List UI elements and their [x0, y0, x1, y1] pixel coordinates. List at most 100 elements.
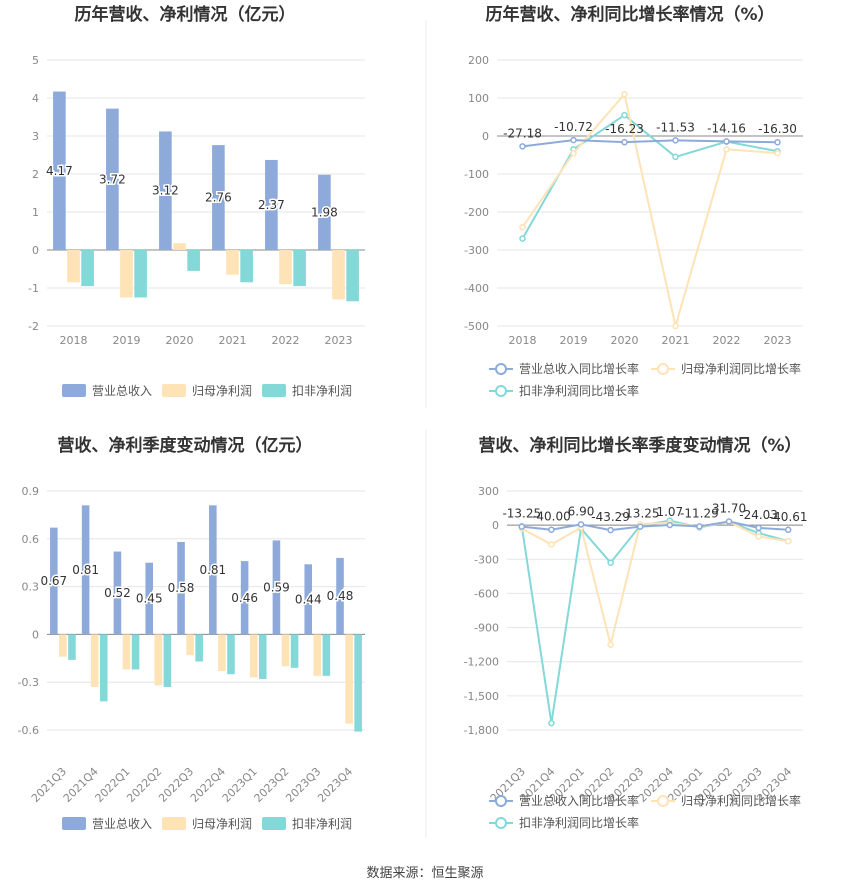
bar-nonrecurring-profit	[134, 250, 147, 298]
line-point	[774, 138, 781, 146]
y-tick-label: 0	[32, 244, 39, 257]
bar-revenue	[272, 540, 281, 635]
line-point	[577, 521, 585, 528]
legend-label: 归母净利润同比增长率	[681, 793, 801, 808]
x-tick-label: 2023Q4	[315, 765, 355, 805]
bar-revenue	[81, 505, 90, 635]
bar-nonrecurring-profit	[354, 634, 362, 732]
bar-revenue	[145, 562, 154, 635]
line-point	[755, 524, 762, 532]
legend-marker	[495, 363, 507, 375]
x-tick-label: 2023	[325, 334, 353, 347]
line-point	[621, 138, 628, 146]
line-value-label: 6.90	[568, 504, 595, 518]
bar-nonrecurring-profit	[99, 634, 108, 702]
legend-label: 营业总收入同比增长率	[519, 793, 639, 808]
line-point	[774, 149, 781, 157]
bar-nonrecurring-profit	[195, 634, 203, 662]
bar-value-label: 2.37	[258, 198, 285, 212]
bar-nonrecurring-profit	[258, 634, 267, 680]
y-tick-label: -300	[464, 244, 489, 257]
bar-nonrecurring-profit	[293, 250, 306, 287]
y-tick-label: -2	[28, 320, 39, 333]
bar-value-label: 0.44	[295, 592, 322, 606]
bar-nonrecurring-profit	[290, 634, 299, 668]
line-value-label: -43.29	[591, 510, 630, 524]
legend-label: 营业总收入	[92, 817, 152, 831]
line-value-label: -27.18	[503, 126, 542, 140]
legend-label: 营业总收入	[92, 384, 152, 398]
chart-panel-1: 历年营收、净利情况（亿元） 5 4 3 2 1 0 -1 -2 2018 2019 2020 2021 2…	[28, 4, 365, 398]
bar-revenue	[106, 108, 119, 250]
bar-value-label: 2.76	[205, 191, 232, 205]
legend-label: 归母净利润同比增长率	[681, 361, 801, 376]
legend-marker	[657, 363, 669, 375]
line-value-label: -40.61	[769, 510, 808, 524]
bar-value-label: 0.81	[199, 563, 226, 577]
y-tick-label: 200	[468, 54, 489, 67]
line-value-label: -24.03	[739, 508, 778, 522]
legend-swatch	[62, 384, 86, 397]
line-point	[607, 526, 614, 534]
line-value-label: -14.16	[707, 121, 746, 135]
line-point	[723, 146, 730, 153]
bar-revenue	[113, 551, 122, 635]
bar-parent-profit	[279, 250, 292, 285]
line-parent-profit-growth	[521, 520, 789, 645]
bar-revenue	[318, 174, 331, 250]
bar-parent-profit	[90, 634, 99, 687]
legend-marker	[495, 817, 507, 829]
bar-nonrecurring-profit	[240, 250, 253, 283]
y-tick-label: 0.3	[22, 581, 40, 594]
legend: 营业总收入 归母净利润 扣非净利润	[62, 817, 352, 831]
bar-value-label: 0.52	[104, 586, 131, 600]
x-tick-label: 2021	[219, 334, 247, 347]
bar-parent-profit	[173, 243, 186, 250]
bar-revenue	[304, 564, 313, 635]
y-tick-label: 0	[482, 130, 489, 143]
bar-value-label: 0.58	[168, 581, 195, 595]
y-tick-label: -600	[474, 587, 499, 600]
line-value-label: -40.00	[532, 510, 571, 524]
bar-nonrecurring-profit	[227, 634, 235, 675]
bar-value-label: 1.98	[311, 205, 338, 219]
bar-nonrecurring-profit	[81, 250, 94, 287]
line-point	[519, 223, 526, 231]
y-tick-label: 2	[32, 168, 39, 181]
y-tick-label: -300	[474, 553, 499, 566]
x-tick-label: 2018	[509, 334, 537, 347]
y-tick-label: -100	[464, 168, 489, 181]
bar-revenue	[50, 527, 58, 635]
x-tick-label: 2022	[272, 334, 300, 347]
line-parent-profit-growth	[521, 92, 778, 327]
y-tick-label: -0.3	[18, 676, 39, 689]
line-value-label: -16.23	[605, 122, 644, 136]
bar-parent-profit	[59, 634, 67, 657]
line-point	[755, 533, 762, 540]
bar-parent-profit	[313, 634, 322, 676]
bar-parent-profit	[186, 634, 194, 656]
legend-marker	[495, 385, 507, 397]
legend-label: 扣非净利润同比增长率	[519, 815, 639, 830]
data-source: 数据来源：恒生聚源	[366, 866, 484, 881]
bar-parent-profit	[226, 250, 239, 275]
bar-parent-profit	[120, 250, 133, 298]
bar-value-label: 4.17	[46, 164, 73, 178]
y-tick-label: 3	[32, 130, 39, 143]
bar-nonrecurring-profit	[187, 250, 200, 271]
y-tick-label: -0.6	[18, 724, 39, 737]
line-point	[696, 523, 703, 530]
line-nonrecurring-profit-growth	[520, 519, 789, 724]
line-value-label: 1.07	[656, 505, 683, 519]
x-tick-label: 2020	[166, 334, 194, 347]
bar-value-label: 0.81	[72, 563, 99, 577]
legend-swatch	[162, 384, 186, 397]
line-value-label: -13.25	[502, 507, 541, 521]
line-revenue-growth	[522, 139, 778, 148]
bar-revenue	[53, 91, 66, 250]
bar-parent-profit	[67, 250, 80, 283]
line-point	[548, 719, 555, 727]
